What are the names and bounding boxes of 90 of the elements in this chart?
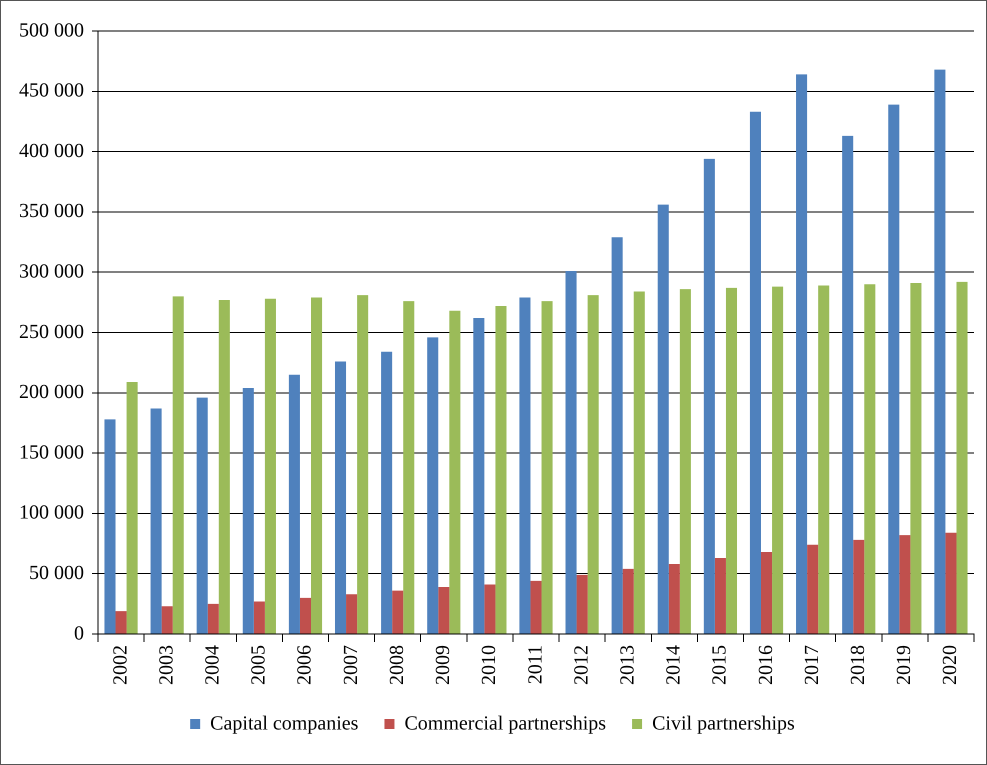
bar — [588, 295, 599, 634]
y-tick-label: 200 000 — [19, 381, 84, 404]
x-tick-label: 2016 — [754, 645, 777, 685]
bar — [888, 104, 900, 634]
bar — [495, 306, 506, 634]
bar — [772, 286, 784, 634]
bar — [473, 318, 484, 634]
bar — [668, 564, 680, 634]
bar — [818, 285, 830, 634]
x-tick-label: 2018 — [846, 645, 869, 685]
bar — [300, 598, 312, 634]
y-tick-label: 0 — [74, 622, 84, 644]
bar — [172, 296, 184, 634]
y-tick-label: 100 000 — [19, 502, 84, 524]
x-tick-label: 2015 — [708, 645, 731, 685]
bar — [334, 361, 346, 634]
x-tick-label: 2008 — [386, 645, 408, 685]
bar — [196, 398, 208, 634]
y-tick-label: 400 000 — [19, 140, 84, 162]
bar — [807, 544, 818, 634]
legend-label: Commercial partnerships — [404, 712, 606, 734]
y-tick-label: 500 000 — [19, 19, 84, 42]
x-tick-label: 2010 — [478, 645, 500, 685]
x-tick-label: 2012 — [570, 645, 592, 685]
bar — [714, 558, 726, 634]
bar — [449, 310, 460, 634]
bar — [264, 298, 276, 634]
x-tick-label: 2009 — [432, 645, 454, 685]
y-tick-label: 300 000 — [19, 260, 84, 282]
bar — [899, 535, 910, 634]
bar — [934, 70, 946, 634]
bar — [311, 298, 322, 634]
bar — [576, 574, 588, 634]
bar — [796, 74, 808, 634]
bar — [218, 300, 230, 634]
y-tick-label: 350 000 — [19, 200, 84, 222]
x-tick-label: 2003 — [155, 645, 178, 685]
bar — [242, 388, 254, 634]
y-tick-label: 450 000 — [19, 80, 84, 102]
bar — [530, 580, 542, 634]
bar — [842, 136, 854, 634]
bar — [956, 282, 968, 634]
bar — [634, 291, 645, 634]
bar — [438, 586, 450, 634]
bar — [542, 301, 553, 634]
bar — [726, 288, 738, 634]
y-tick-label: 50 000 — [29, 562, 84, 584]
x-tick-label: 2019 — [893, 645, 916, 685]
legend-label: Civil partnerships — [652, 712, 796, 734]
bar — [208, 604, 219, 634]
bar — [910, 283, 922, 634]
x-tick-label: 2013 — [616, 645, 638, 685]
bar — [612, 237, 623, 634]
x-tick-label: 2005 — [248, 645, 270, 685]
bar — [622, 568, 634, 634]
bar — [680, 289, 691, 634]
x-tick-label: 2006 — [294, 645, 316, 685]
bar — [427, 337, 438, 634]
bar — [750, 112, 761, 634]
x-tick-label: 2007 — [340, 645, 362, 685]
bar — [116, 611, 127, 634]
bar — [864, 284, 876, 634]
bar — [126, 382, 138, 634]
bar — [346, 594, 358, 634]
bar — [760, 552, 772, 634]
bar — [853, 540, 864, 634]
x-tick-label: 2017 — [800, 645, 823, 685]
bar — [403, 301, 414, 634]
bar — [658, 204, 669, 634]
bar — [519, 298, 530, 634]
bar — [704, 158, 715, 634]
x-tick-label: 2020 — [939, 645, 962, 685]
x-tick-label: 2011 — [524, 645, 546, 684]
bar — [162, 606, 173, 634]
bar — [288, 374, 300, 634]
bar — [566, 270, 577, 634]
bar — [150, 408, 162, 634]
bar — [945, 532, 956, 634]
bar — [254, 601, 265, 634]
x-tick-label: 2004 — [202, 645, 224, 685]
bar — [381, 352, 392, 634]
bar — [104, 419, 116, 634]
y-tick-label: 150 000 — [19, 441, 84, 464]
legend-label: Capital companies — [210, 712, 359, 734]
y-tick-label: 250 000 — [19, 320, 84, 343]
bar — [392, 590, 404, 634]
x-tick-label: 2002 — [109, 645, 132, 685]
bar — [357, 295, 368, 634]
bar — [484, 584, 496, 634]
x-tick-label: 2014 — [662, 645, 685, 685]
